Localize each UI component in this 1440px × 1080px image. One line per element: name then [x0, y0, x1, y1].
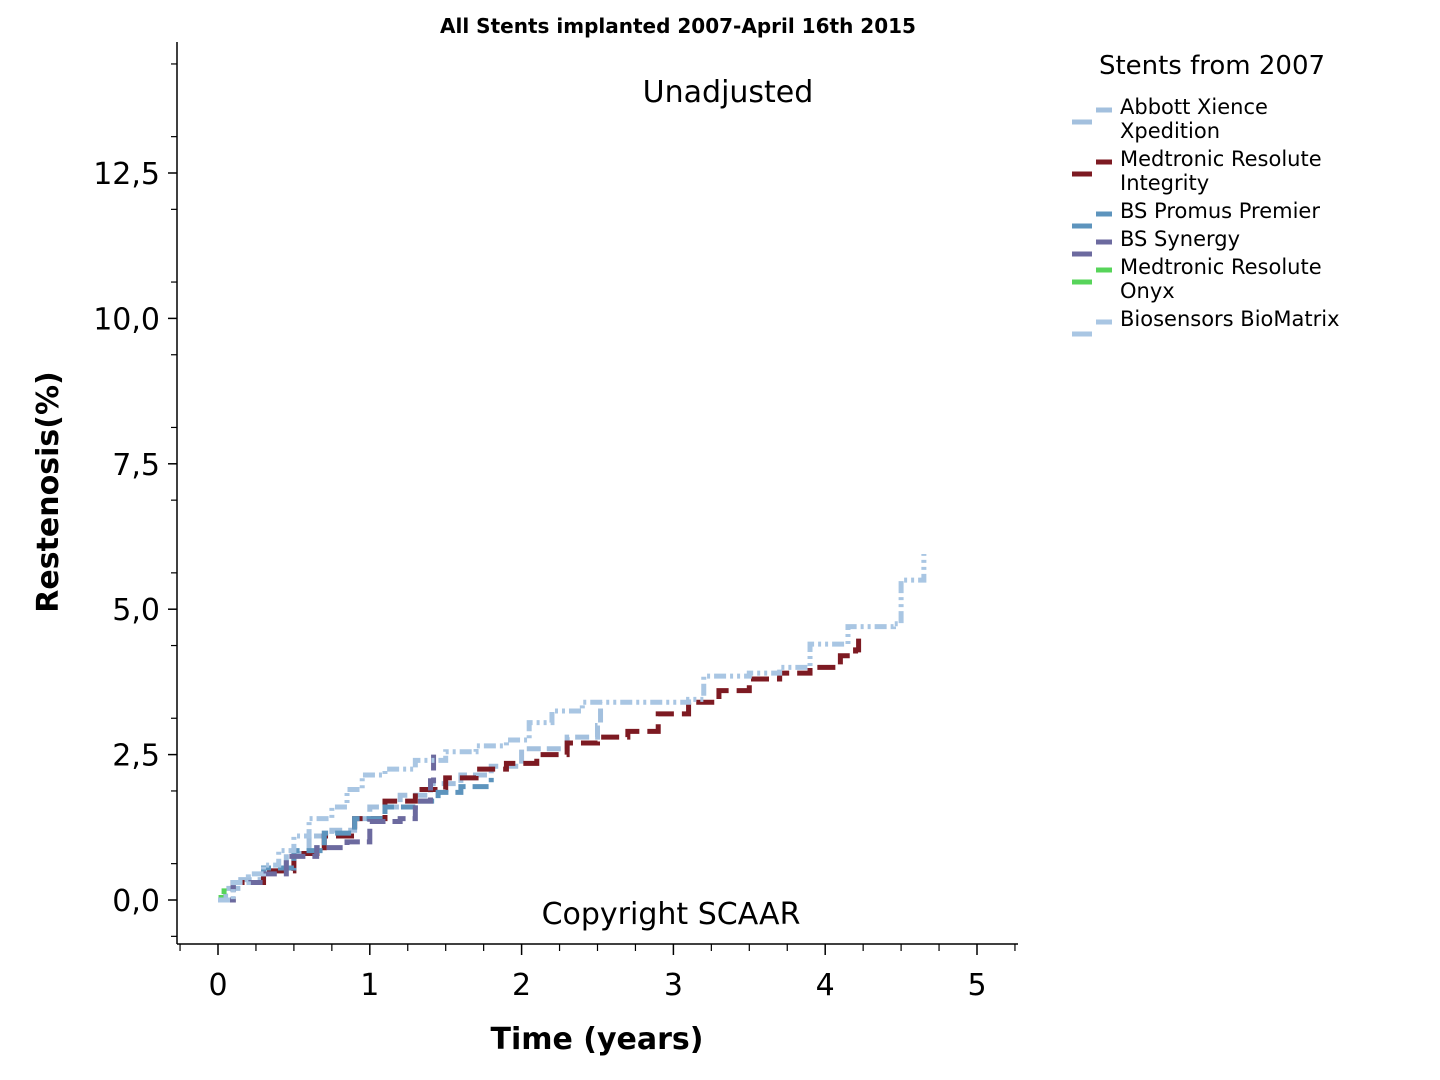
chart-title: All Stents implanted 2007-April 16th 201…	[440, 14, 916, 38]
x-tick-label: 3	[664, 968, 683, 1003]
legend-swatch	[1072, 107, 1112, 125]
y-tick-label: 5,0	[112, 593, 160, 628]
y-axis-label: Restenosis(%)	[31, 371, 66, 612]
series-line-biosensors-biomatrix	[218, 553, 927, 903]
legend-label: BS Synergy	[1120, 227, 1240, 251]
legend-label: Onyx	[1120, 279, 1175, 303]
legend-swatch	[1072, 267, 1112, 285]
legend-item: BS Promus Premier	[1072, 199, 1320, 229]
x-tick-label: 5	[967, 968, 986, 1003]
legend-label: Medtronic Resolute	[1120, 255, 1322, 279]
x-tick-label: 2	[512, 968, 531, 1003]
legend-title: Stents from 2007	[1099, 51, 1325, 81]
legend: Stents from 2007 Abbott XienceXpeditionM…	[1072, 51, 1340, 337]
annotation-copyright: Copyright SCAAR	[542, 897, 801, 932]
x-tick-label: 0	[208, 968, 227, 1003]
legend-swatch	[1072, 159, 1112, 177]
x-axis-ticks: 0 1 2 3 4 5	[179, 944, 1016, 1003]
legend-item: Biosensors BioMatrix	[1072, 307, 1340, 337]
legend-label: BS Promus Premier	[1120, 199, 1320, 223]
y-axis-ticks: 0,0 2,5 5,0 7,5 10,0 12,5	[93, 63, 177, 937]
y-tick-label: 7,5	[112, 448, 160, 483]
x-axis-label: Time (years)	[490, 1022, 703, 1057]
legend-item: BS Synergy	[1072, 227, 1240, 257]
legend-label: Integrity	[1120, 171, 1209, 195]
y-tick-label: 2,5	[112, 739, 160, 774]
legend-label: Abbott Xience	[1120, 95, 1268, 119]
series-layer	[218, 553, 927, 903]
legend-swatch	[1072, 211, 1112, 229]
legend-swatch	[1072, 239, 1112, 257]
legend-label: Biosensors BioMatrix	[1120, 307, 1340, 331]
series-line-bs-synergy	[218, 754, 437, 903]
x-tick-label: 4	[816, 968, 835, 1003]
legend-label: Medtronic Resolute	[1120, 147, 1322, 171]
legend-label: Xpedition	[1120, 119, 1220, 143]
x-tick-label: 1	[360, 968, 379, 1003]
annotation-unadjusted: Unadjusted	[643, 75, 814, 110]
y-tick-label: 12,5	[93, 157, 160, 192]
legend-swatch	[1072, 319, 1112, 337]
y-tick-label: 10,0	[93, 302, 160, 337]
y-tick-label: 0,0	[112, 884, 160, 919]
series-line-bs-promus-premier	[218, 777, 494, 903]
series-line-medtronic-resolute-integrity	[218, 632, 862, 903]
